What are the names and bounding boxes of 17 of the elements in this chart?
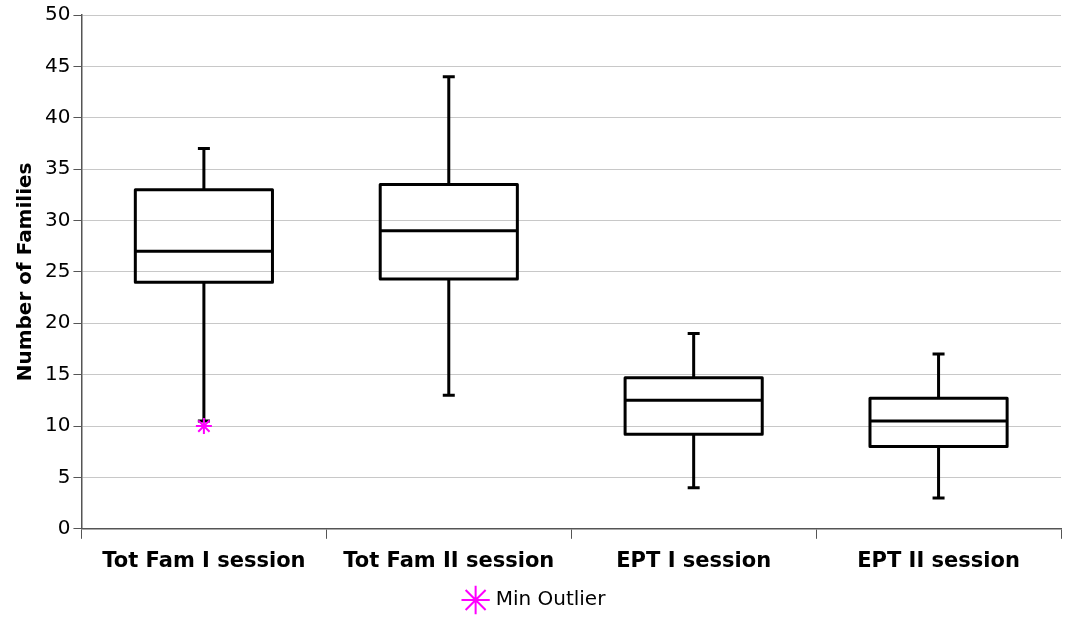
y-tick-label: 45: [45, 52, 71, 77]
y-tick-label: 40: [45, 103, 71, 128]
y-tick-label: 0: [57, 515, 71, 539]
x-tick-label: Tot Fam I session: [102, 547, 306, 572]
y-tick-label: 10: [45, 412, 71, 437]
x-tick-label: EPT I session: [616, 547, 772, 572]
y-tick-label: 50: [45, 1, 71, 26]
y-tick-label: 30: [45, 206, 71, 231]
y-tick-label: 5: [57, 463, 71, 488]
legend-label: Min Outlier: [495, 586, 607, 611]
y-tick-label: 25: [45, 258, 71, 283]
x-tick-label: Tot Fam II session: [343, 547, 555, 572]
y-axis-title: Number of Families: [12, 162, 37, 382]
x-tick-label: EPT II session: [857, 547, 1020, 572]
y-tick-label: 15: [45, 360, 71, 385]
y-tick-label: 35: [45, 155, 71, 180]
y-tick-label: 20: [45, 309, 71, 334]
